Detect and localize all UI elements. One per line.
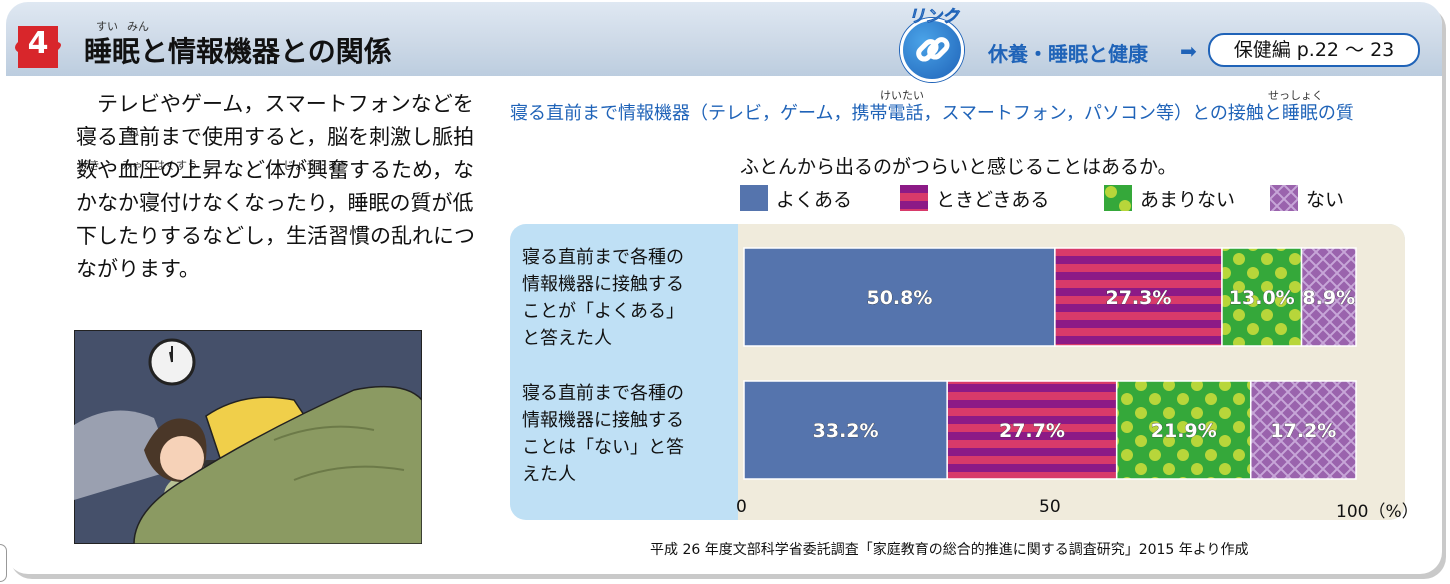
row-label-often: 寝る直前まで各種の 情報機器に接触する ことが「よくある」 と答えた人 xyxy=(522,244,732,352)
section-number: 4 xyxy=(27,26,49,61)
link-circle[interactable] xyxy=(900,18,964,82)
chart-question: ふとんから出るのがつらいと感じることはあるか。 xyxy=(740,156,1177,178)
arrow-right-icon: ➡ xyxy=(1180,39,1197,63)
source-note: 平成 26 年度文部科学省委託調査「家庭教育の総合的推進に関する調査研究」201… xyxy=(650,542,1249,558)
body-ruby-1: ね xyxy=(128,126,139,139)
page-title: 睡眠と情報機器との関係 xyxy=(84,35,392,68)
plot-area xyxy=(738,224,1405,520)
page-reference[interactable]: 保健編 p.22 ～ 23 xyxy=(1208,33,1420,67)
header-bar xyxy=(6,2,1442,76)
legend-swatch-never xyxy=(1270,185,1298,211)
body-ruby-3: げき xyxy=(78,159,100,172)
legend-label-never: ない xyxy=(1306,189,1345,211)
legend-swatch-rarely xyxy=(1104,185,1132,211)
body-paragraph: テレビやゲーム，スマートフォンなどを寝る直前まで使用すると，脳を刺激し脈拍数や血… xyxy=(76,92,475,281)
x-tick-50: 50 xyxy=(1039,497,1061,517)
section-number-badge xyxy=(15,26,61,68)
row-label-often-line-3: ことが「よくある」 xyxy=(522,301,684,322)
row-label-never-line-2: 情報機器に接触する xyxy=(522,410,684,431)
row-label-never-line-1: 寝る直前まで各種の xyxy=(522,383,684,404)
legend-label-often: よくある xyxy=(776,189,853,211)
row-label-never-line-4: えた人 xyxy=(522,464,576,485)
sleeping-with-smartphone-illustration xyxy=(74,330,422,544)
chart-title-ruby-2: せっしょく xyxy=(1268,89,1323,102)
title-ruby-2: みん xyxy=(127,20,149,33)
link-label: リンク xyxy=(908,7,960,28)
chart-title: 寝る直前まで情報機器（テレビ，ゲーム，携帯電話，スマートフォン，パソコン等）との… xyxy=(510,103,1354,124)
body-ruby-2: し xyxy=(454,126,465,139)
body-text: テレビやゲーム，スマートフォンなどを寝る直前まで使用すると，脳を刺激し脈拍数や血… xyxy=(76,88,491,286)
legend-swatch-sometimes xyxy=(900,185,928,211)
chart-title-ruby-1: けいたい xyxy=(880,89,924,102)
page-side-tab xyxy=(0,544,7,582)
chain-link-icon xyxy=(916,37,950,62)
row-label-often-line-4: と答えた人 xyxy=(522,328,612,349)
x-tick-0: 0 xyxy=(736,497,747,517)
row-label-often-line-2: 情報機器に接触する xyxy=(522,274,684,295)
title-ruby-1: すい xyxy=(96,20,118,33)
x-tick-100: 100（%） xyxy=(1336,502,1419,522)
legend-swatch-often xyxy=(740,185,768,211)
legend-label-sometimes: ときどきある xyxy=(936,189,1050,211)
row-label-never: 寝る直前まで各種の 情報機器に接触する ことは「ない」と答 えた人 xyxy=(522,380,732,488)
legend-label-rarely: あまりない xyxy=(1140,189,1236,211)
link-topic[interactable]: 休養・睡眠と健康 xyxy=(988,42,1148,66)
link-area[interactable]: リンク 休養・睡眠と健康 ➡ 保健編 p.22 ～ 23 xyxy=(900,2,1420,82)
row-label-never-line-3: ことは「ない」と答 xyxy=(522,437,684,458)
body-ruby-4: みゃくはくすう xyxy=(121,159,198,172)
row-label-often-line-1: 寝る直前まで各種の xyxy=(522,247,684,268)
body-ruby-5: じょうしょう xyxy=(283,159,349,172)
